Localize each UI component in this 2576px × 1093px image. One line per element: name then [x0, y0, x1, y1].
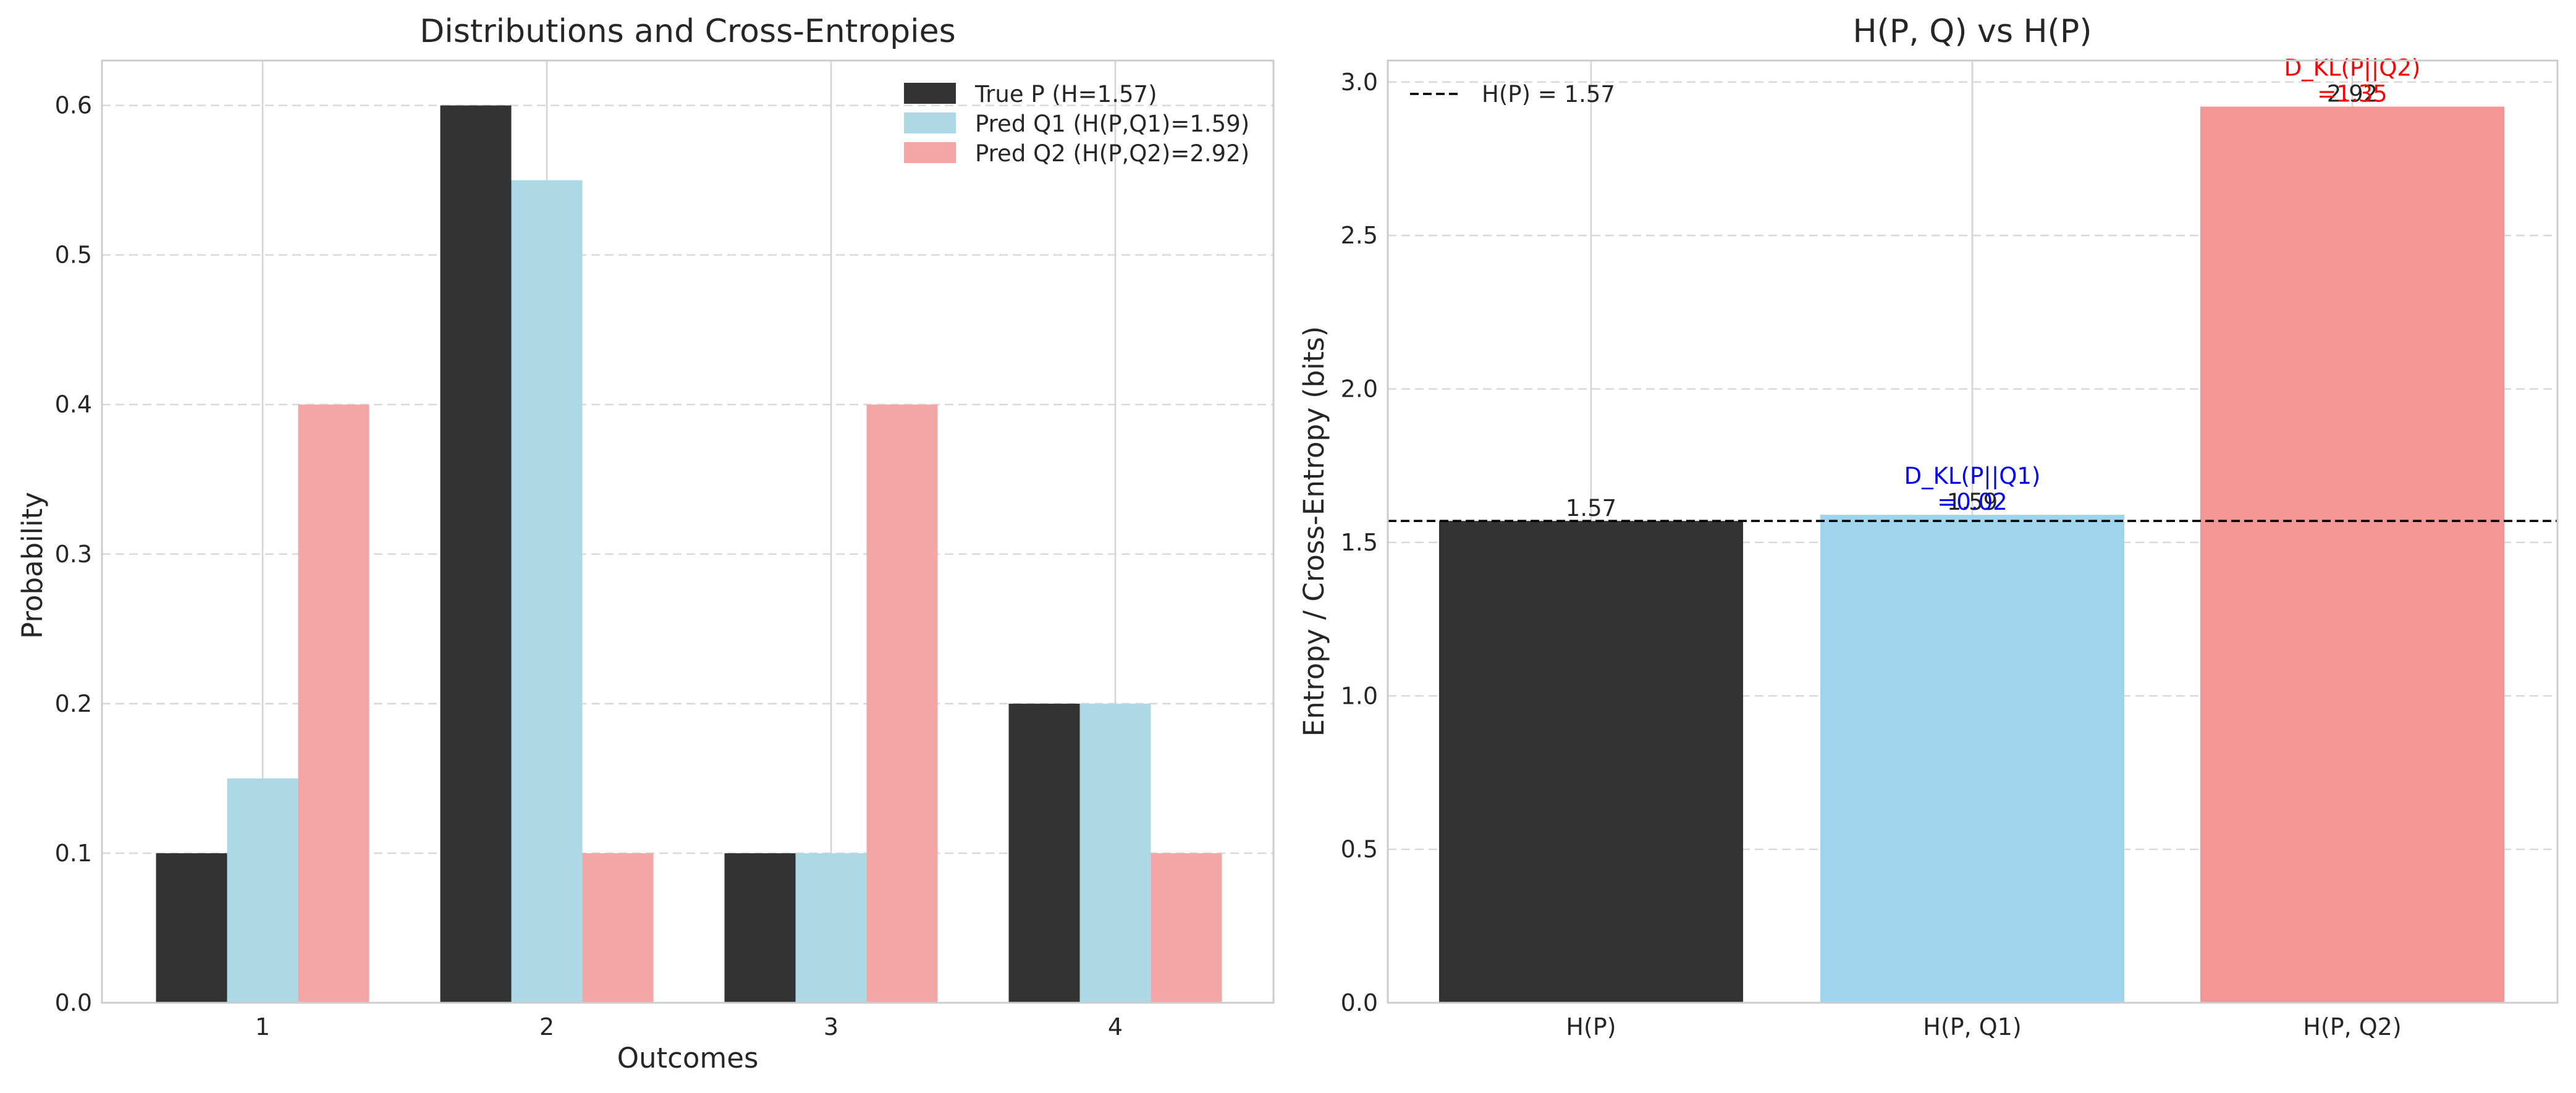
legend-swatch [904, 83, 956, 104]
x-tick-label: 1 [255, 1013, 270, 1040]
y-tick-label: 0.1 [55, 840, 92, 867]
x-tick-label: H(P) [1566, 1013, 1616, 1040]
kl-annotation-line1: D_KL(P||Q1) [1904, 463, 2041, 489]
kl-annotation-line2: =1.35 [2317, 81, 2387, 108]
legend: H(P) = 1.57 [1410, 81, 1615, 108]
bar-1-3 [724, 853, 796, 1003]
bar-3-4 [1151, 853, 1222, 1003]
bar-value-label: 1.59 [1947, 489, 1998, 515]
bar-3-1 [298, 404, 370, 1003]
bar-value-label: 2.92 [2327, 81, 2378, 108]
kl-annotation-line2: =0.02 [1937, 489, 2007, 515]
y-tick-label: 0.0 [55, 989, 92, 1016]
x-tick-label: H(P, Q2) [2303, 1013, 2401, 1040]
bar-2-1 [227, 778, 298, 1003]
legend-label: Pred Q1 (H(P,Q1)=1.59) [975, 111, 1249, 137]
bar-H(P, Q2) [2200, 106, 2504, 1003]
y-tick-label: 1.0 [1341, 682, 1378, 709]
bar-3-3 [866, 404, 938, 1003]
distributions-chart: Distributions and Cross-Entropies Outcom… [16, 13, 1275, 1074]
kl-annotation-line1: D_KL(P||Q2) [2284, 55, 2421, 82]
y-tick-label: 1.5 [1341, 529, 1378, 556]
bar-2-3 [795, 853, 867, 1003]
legend-swatch [904, 112, 956, 133]
plot-frame [101, 59, 1275, 1004]
y-axis-label: Probability [16, 492, 49, 639]
x-axis-label: Outcomes [617, 1042, 759, 1074]
y-tick-label: 0.4 [55, 391, 92, 418]
chart-title: Distributions and Cross-Entropies [420, 13, 955, 50]
y-tick-label: 0.5 [55, 242, 92, 269]
legend-label: True P (H=1.57) [974, 81, 1157, 108]
legend-label: Pred Q2 (H(P,Q2)=2.92) [975, 140, 1249, 167]
chart-title: H(P, Q) vs H(P) [1853, 13, 2092, 50]
bar-1-4 [1008, 703, 1080, 1003]
bar-H(P, Q1) [1820, 515, 2124, 1003]
y-axis-label: Entropy / Cross-Entropy (bits) [1298, 326, 1330, 737]
bar-H(P) [1439, 521, 1743, 1003]
entropy-comparison-chart: H(P, Q) vs H(P) Entropy / Cross-Entropy … [1298, 13, 2559, 1040]
bar-2-2 [511, 180, 583, 1003]
y-tick-label: 3.0 [1341, 69, 1378, 96]
y-tick-label: 0.0 [1341, 989, 1378, 1016]
y-tick-label: 0.2 [55, 690, 92, 717]
y-tick-label: 0.6 [55, 92, 92, 119]
y-tick-label: 2.0 [1341, 376, 1378, 403]
x-tick-label: 2 [539, 1013, 554, 1040]
x-tick-label: H(P, Q1) [1923, 1013, 2021, 1040]
bar-1-2 [440, 105, 512, 1003]
bar-value-label: 1.57 [1566, 495, 1616, 521]
y-tick-label: 0.3 [55, 541, 92, 568]
legend: True P (H=1.57) Pred Q1 (H(P,Q1)=1.59) Pre… [904, 81, 1249, 167]
bar-1-1 [156, 853, 227, 1003]
legend-swatch [904, 142, 956, 163]
bar-3-2 [582, 853, 654, 1003]
x-tick-label: 4 [1108, 1013, 1123, 1040]
bar-2-4 [1079, 703, 1151, 1003]
y-tick-label: 2.5 [1341, 222, 1378, 249]
plot-frame [1387, 59, 2559, 1004]
legend-label: H(P) = 1.57 [1482, 81, 1615, 108]
x-tick-label: 3 [824, 1013, 838, 1040]
y-tick-label: 0.5 [1341, 836, 1378, 863]
